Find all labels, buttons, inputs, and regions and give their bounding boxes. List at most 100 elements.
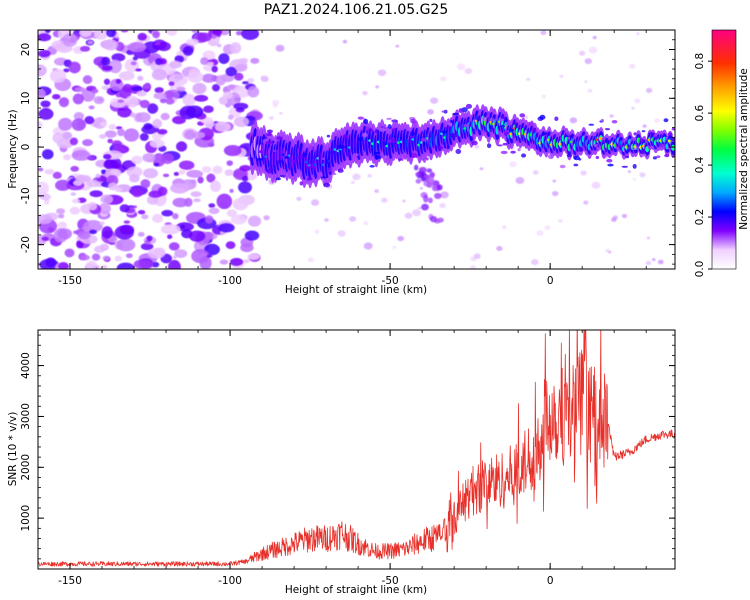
spectrogram-noise-blob — [263, 215, 270, 221]
spectrogram-xtick-label: -50 — [382, 275, 399, 287]
spectrogram-side-blob — [344, 159, 352, 166]
spectrogram-noise-blob — [374, 189, 379, 193]
spectrogram-noise-blob — [192, 131, 206, 139]
spectrogram-ytick-label: -20 — [20, 236, 32, 253]
spectrogram-noise-blob — [588, 46, 598, 54]
spectrogram-noise-blob — [89, 190, 103, 198]
spectrogram-noise-blob — [239, 57, 249, 64]
spectrogram-side-blob — [306, 177, 313, 181]
spectrogram-side-blob — [404, 155, 409, 159]
spectrogram-noise-blob — [272, 99, 280, 106]
spectrogram-side-blob — [410, 152, 418, 158]
spectrogram-ytick-label: 10 — [20, 92, 32, 105]
spectrogram-noise-blob — [436, 184, 443, 191]
spectrogram-noise-blob — [431, 183, 437, 192]
spectrogram-noise-blob — [114, 255, 122, 262]
spectrogram-noise-blob — [363, 221, 369, 226]
spectrogram-noise-blob — [45, 30, 51, 34]
spectrogram-side-blob — [422, 157, 427, 163]
spectrogram-noise-blob — [117, 107, 132, 118]
spectrogram-noise-blob — [142, 152, 156, 163]
spectrogram-noise-blob — [238, 181, 252, 194]
spectrogram-side-blob — [285, 155, 289, 159]
spectrogram-noise-blob — [204, 243, 220, 256]
spectrogram-noise-blob — [412, 209, 421, 217]
spectrogram-side-blob — [566, 154, 573, 158]
spectrogram-side-blob — [441, 130, 448, 134]
spectrogram-noise-blob — [102, 265, 108, 269]
spectrogram-noise-blob — [430, 177, 435, 184]
spectrogram-side-blob — [326, 134, 331, 138]
spectrogram-side-blob — [321, 157, 325, 160]
spectrogram-noise-blob — [558, 219, 563, 223]
spectrogram-side-blob — [342, 134, 348, 139]
spectrogram-noise-blob — [244, 230, 260, 241]
colorbar-label: Normalized spectral amplitude — [738, 68, 750, 229]
spectrogram-noise-blob — [137, 75, 144, 81]
spectrogram-noise-blob — [91, 88, 99, 94]
spectrogram-noise-blob — [540, 30, 547, 36]
spectrogram-noise-blob — [415, 172, 420, 177]
spectrogram-side-blob — [461, 107, 468, 113]
spectrogram-side-blob — [306, 166, 312, 170]
spectrogram-side-blob — [648, 132, 655, 135]
spectrogram-side-blob — [441, 110, 447, 113]
spectrogram-side-blob — [311, 155, 318, 158]
spectrogram-noise-blob — [397, 235, 405, 242]
spectrogram-noise-blob — [651, 258, 656, 261]
spectrogram-noise-blob — [242, 259, 250, 264]
spectrogram-noise-blob — [559, 74, 564, 79]
spectrogram-side-blob — [633, 147, 637, 151]
spectrogram-noise-blob — [479, 167, 484, 171]
spectrogram-noise-blob — [247, 86, 260, 98]
spectrogram-side-blob — [458, 108, 463, 114]
snr-ytick-label: 4000 — [20, 352, 32, 379]
spectrogram-side-blob — [530, 143, 537, 149]
spectrogram-side-blob — [391, 119, 398, 123]
spectrogram-noise-blob — [211, 65, 218, 73]
spectrogram-noise-blob — [122, 83, 133, 93]
spectrogram-noise-blob — [250, 57, 260, 64]
spectrogram-noise-blob — [342, 39, 348, 44]
colorbar-tick-label: 0.0 — [694, 261, 706, 278]
spectrogram-side-blob — [664, 154, 670, 158]
spectrogram-side-blob — [383, 155, 390, 159]
spectrogram-side-blob — [275, 177, 281, 181]
spectrogram-side-blob — [383, 141, 387, 146]
spectrogram-noise-blob — [657, 259, 664, 265]
spectrogram-noise-blob — [69, 206, 81, 215]
spectrogram-side-blob — [520, 134, 525, 138]
spectrogram-side-blob — [277, 159, 284, 164]
spectrogram-noise-blob — [129, 174, 140, 183]
spectrogram-noise-blob — [434, 192, 442, 200]
spectrogram-noise-blob — [247, 253, 260, 260]
spectrogram-side-blob — [374, 154, 382, 160]
spectrogram-noise-blob — [429, 215, 438, 223]
spectrogram-noise-blob — [375, 85, 380, 89]
spectrogram-side-blob — [578, 158, 582, 161]
spectrogram-noise-blob — [115, 92, 124, 98]
spectrogram-noise-blob — [541, 94, 547, 99]
spectrogram-side-blob — [633, 132, 637, 136]
spectrogram-noise-blob — [629, 63, 636, 69]
spectrogram-side-blob — [527, 121, 534, 126]
spectrogram-side-blob — [373, 152, 381, 155]
spectrogram-noise-blob — [211, 83, 221, 92]
spectrogram-noise-blob — [204, 232, 214, 241]
spectrogram-noise-blob — [152, 30, 160, 39]
spectrogram-noise-blob — [234, 63, 248, 72]
spectrogram-side-blob — [499, 124, 506, 128]
spectrogram-noise-blob — [234, 72, 244, 81]
spectrogram-noise-blob — [135, 68, 142, 72]
spectrogram-noise-blob — [636, 32, 640, 36]
spectrogram-side-blob — [604, 139, 610, 144]
spectrogram-noise-blob — [132, 205, 138, 209]
spectrogram-noise-blob — [38, 49, 51, 58]
spectrogram-noise-blob — [57, 228, 72, 240]
spectrogram-noise-blob — [40, 100, 51, 108]
spectrogram-side-blob — [488, 124, 493, 130]
spectrogram-noise-blob — [146, 235, 153, 242]
spectrogram-noise-blob — [214, 121, 231, 132]
spectrogram-noise-blob — [502, 225, 507, 229]
spectrogram-noise-blob — [509, 161, 517, 168]
